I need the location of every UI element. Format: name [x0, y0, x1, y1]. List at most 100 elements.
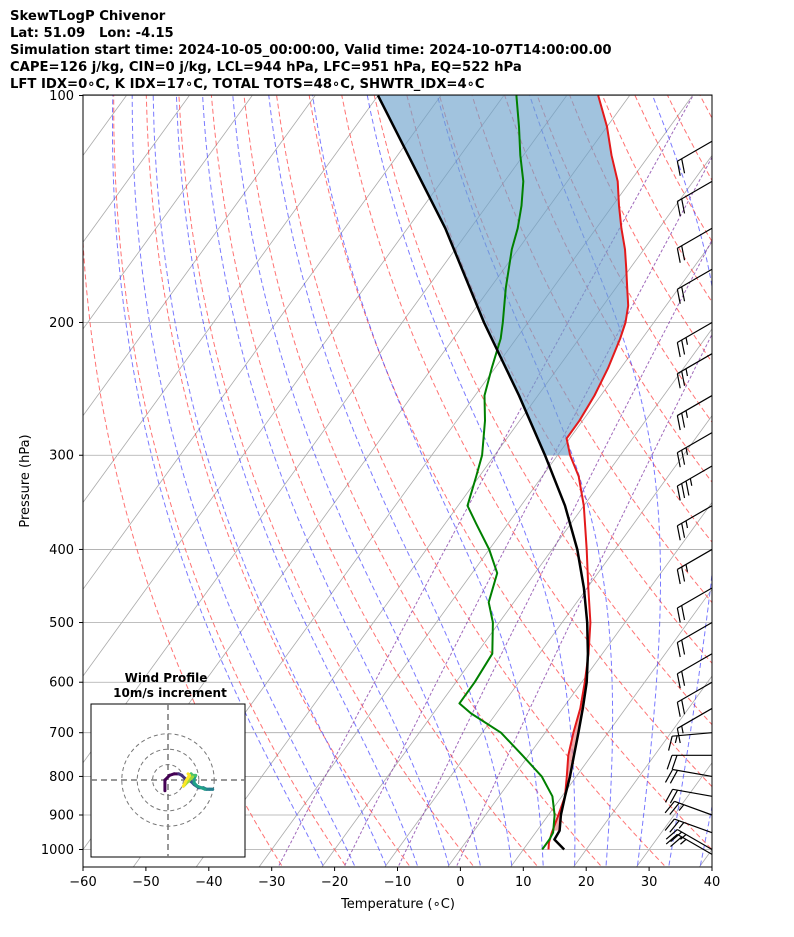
dry-adiabat-line [699, 95, 712, 120]
moist-adiabat-line [699, 804, 712, 866]
y-tick-label: 400 [49, 543, 74, 558]
y-tick-label: 800 [49, 770, 74, 785]
y-tick-label: 100 [49, 89, 74, 104]
x-tick-label: 10 [515, 875, 532, 890]
dry-adiabat-line [178, 95, 474, 866]
wind-barb [676, 622, 713, 658]
moist-adiabat-line [131, 95, 355, 866]
mixing-ratio-line [278, 95, 694, 866]
x-tick-label: −10 [384, 875, 411, 890]
wind-barb [676, 707, 713, 744]
hodograph-title: Wind Profile [125, 671, 208, 685]
y-tick-label: 700 [49, 726, 74, 741]
isotherm-line [635, 762, 712, 867]
isotherm-line [195, 154, 712, 867]
isotherm-line [0, 79, 13, 869]
isotherm-line [83, 95, 505, 677]
wind-barb [676, 548, 713, 585]
hodograph-inset: Wind Profile 10m/s increment [90, 671, 246, 858]
wind-barb [664, 768, 713, 784]
isotherm-line [0, 79, 76, 869]
chart-header: SkewTLogP Chivenor Lat: 51.09 Lon: -4.15… [10, 8, 612, 93]
wind-barb [676, 465, 713, 501]
dry-adiabat-line [471, 95, 712, 543]
wind-barb [676, 681, 713, 717]
hodograph-subtitle: 10m/s increment [113, 686, 227, 700]
cape-area [378, 95, 629, 456]
dry-adiabat-line [243, 95, 601, 866]
wind-barb [676, 395, 713, 431]
moist-adiabat-line [152, 95, 387, 866]
wind-barb [676, 653, 713, 689]
mixing-ratio-line [456, 333, 712, 866]
y-tick-label: 500 [49, 616, 74, 631]
y-tick-label: 900 [49, 808, 74, 823]
moist-adiabat-line [175, 95, 418, 866]
y-tick-label: 200 [49, 316, 74, 331]
isotherm-line [258, 241, 712, 867]
x-axis-label: Temperature (∘C) [340, 897, 455, 912]
axes: −60 −50 −40 −30 −20 −10 0 10 20 30 40 1000 900 800 700… [41, 89, 720, 890]
wind-barb [664, 800, 713, 816]
moist-adiabat-line [312, 95, 544, 866]
x-tick-label: −30 [258, 875, 285, 890]
dry-adiabat-line [373, 95, 712, 726]
wind-barb [676, 268, 713, 304]
wind-barb [676, 587, 713, 623]
dry-adiabat-line [601, 95, 712, 303]
x-tick-label: −40 [195, 875, 222, 890]
y-tick-label: 600 [49, 676, 74, 691]
x-tick-label: −50 [132, 875, 159, 890]
wind-barb [676, 432, 713, 468]
y-axis-label: Pressure (hPa) [18, 434, 33, 527]
wind-barb [665, 833, 713, 855]
moist-adiabat-line [366, 95, 576, 866]
cape-cin-levels: CAPE=126 j/kg, CIN=0 j/kg, LCL=944 hPa, … [10, 60, 522, 75]
isotherm-line [384, 415, 712, 867]
isotherm-line [83, 95, 191, 243]
isotherm-line [573, 675, 712, 867]
dry-adiabat-line [113, 95, 346, 866]
chart-title: SkewTLogP Chivenor [10, 9, 166, 24]
moist-adiabat-line [112, 95, 324, 866]
wind-barb [666, 754, 712, 770]
isotherm-line [83, 95, 442, 590]
isotherm-line [510, 588, 712, 867]
isotherm-line [761, 79, 794, 869]
y-tick-label: 300 [49, 449, 74, 464]
dry-adiabat-line [210, 95, 538, 866]
hodograph-trace [163, 772, 215, 793]
moist-adiabat-line [202, 95, 450, 866]
wind-barb [676, 140, 713, 176]
dry-adiabat-line [733, 96, 794, 866]
wind-barbs [664, 140, 713, 855]
sounding-profiles [376, 95, 630, 851]
simulation-times: Simulation start time: 2024-10-05_00:00:… [10, 43, 612, 58]
dewpoint-line [458, 95, 556, 851]
wind-barb [676, 321, 713, 358]
x-tick-label: −60 [69, 875, 96, 890]
dry-adiabat-line [765, 96, 794, 866]
station-coordinates: Lat: 51.09 Lon: -4.15 [10, 26, 174, 41]
isotherm-line [83, 95, 379, 504]
x-tick-label: 0 [456, 875, 464, 890]
wind-barb [676, 227, 713, 263]
isotherm-line [83, 95, 254, 330]
background-reference-lines [0, 79, 794, 869]
x-tick-label: 20 [578, 875, 595, 890]
stability-indices: LFT IDX=0∘C, K IDX=17∘C, TOTAL TOTS=48∘C… [10, 77, 485, 92]
dry-adiabat-line [504, 95, 712, 483]
isotherm-line [447, 501, 712, 867]
wind-barb [676, 505, 713, 541]
moist-adiabat-line [268, 95, 513, 866]
isotherm-line [321, 328, 712, 867]
cape-cin-shading [378, 95, 629, 831]
wind-barb [676, 180, 713, 217]
x-tick-label: −20 [321, 875, 348, 890]
hodograph-segment [186, 772, 192, 777]
dry-adiabat-line [308, 95, 712, 851]
parcel-path-line [376, 95, 590, 851]
dry-adiabat-line [276, 95, 665, 866]
wind-barb [664, 818, 713, 834]
y-tick-label: 1000 [41, 843, 74, 858]
